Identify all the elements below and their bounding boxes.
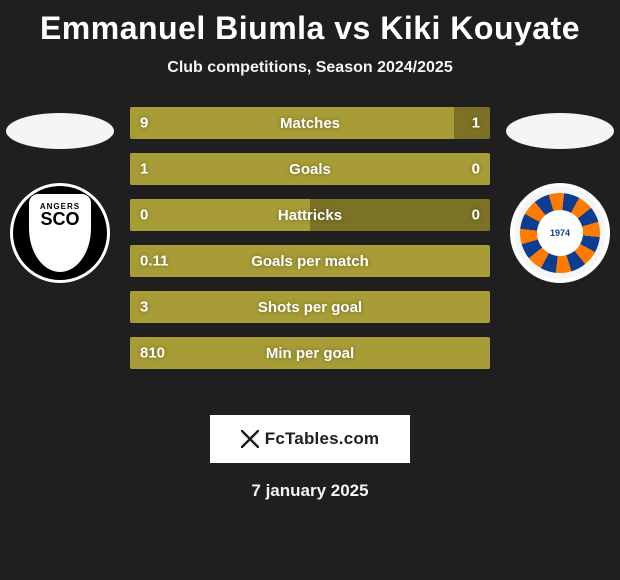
- player-left-column: ANGERS SCO: [0, 107, 120, 283]
- stat-label: Shots per goal: [130, 291, 490, 323]
- stat-label: Goals per match: [130, 245, 490, 277]
- stat-row: 810Min per goal: [130, 337, 490, 369]
- club-badge-left: ANGERS SCO: [10, 183, 110, 283]
- date-text: 7 january 2025: [0, 481, 620, 501]
- player-right-column: 1974: [500, 107, 620, 283]
- angers-shield-icon: ANGERS SCO: [29, 194, 91, 272]
- stat-label: Hattricks: [130, 199, 490, 231]
- player-left-avatar-placeholder: [6, 113, 114, 149]
- stat-row: 10Goals: [130, 153, 490, 185]
- stat-label: Min per goal: [130, 337, 490, 369]
- stat-bars: 91Matches 10Goals 00Hattricks 0.11Goals per…: [130, 107, 490, 369]
- player-right-avatar-placeholder: [506, 113, 614, 149]
- fctables-logo-icon: [241, 430, 259, 448]
- stat-row: 0.11Goals per match: [130, 245, 490, 277]
- montpellier-center-icon: 1974: [537, 210, 583, 256]
- stat-row: 3Shots per goal: [130, 291, 490, 323]
- comparison-content: ANGERS SCO 1974 91Matches 10Goals 00Hattri…: [0, 107, 620, 387]
- stat-row: 00Hattricks: [130, 199, 490, 231]
- brand-box: FcTables.com: [210, 415, 410, 463]
- page-title: Emmanuel Biumla vs Kiki Kouyate: [0, 0, 620, 47]
- stat-label: Goals: [130, 153, 490, 185]
- stat-label: Matches: [130, 107, 490, 139]
- club-badge-right: 1974: [510, 183, 610, 283]
- stat-row: 91Matches: [130, 107, 490, 139]
- subtitle: Club competitions, Season 2024/2025: [0, 59, 620, 77]
- brand-text: FcTables.com: [265, 429, 380, 449]
